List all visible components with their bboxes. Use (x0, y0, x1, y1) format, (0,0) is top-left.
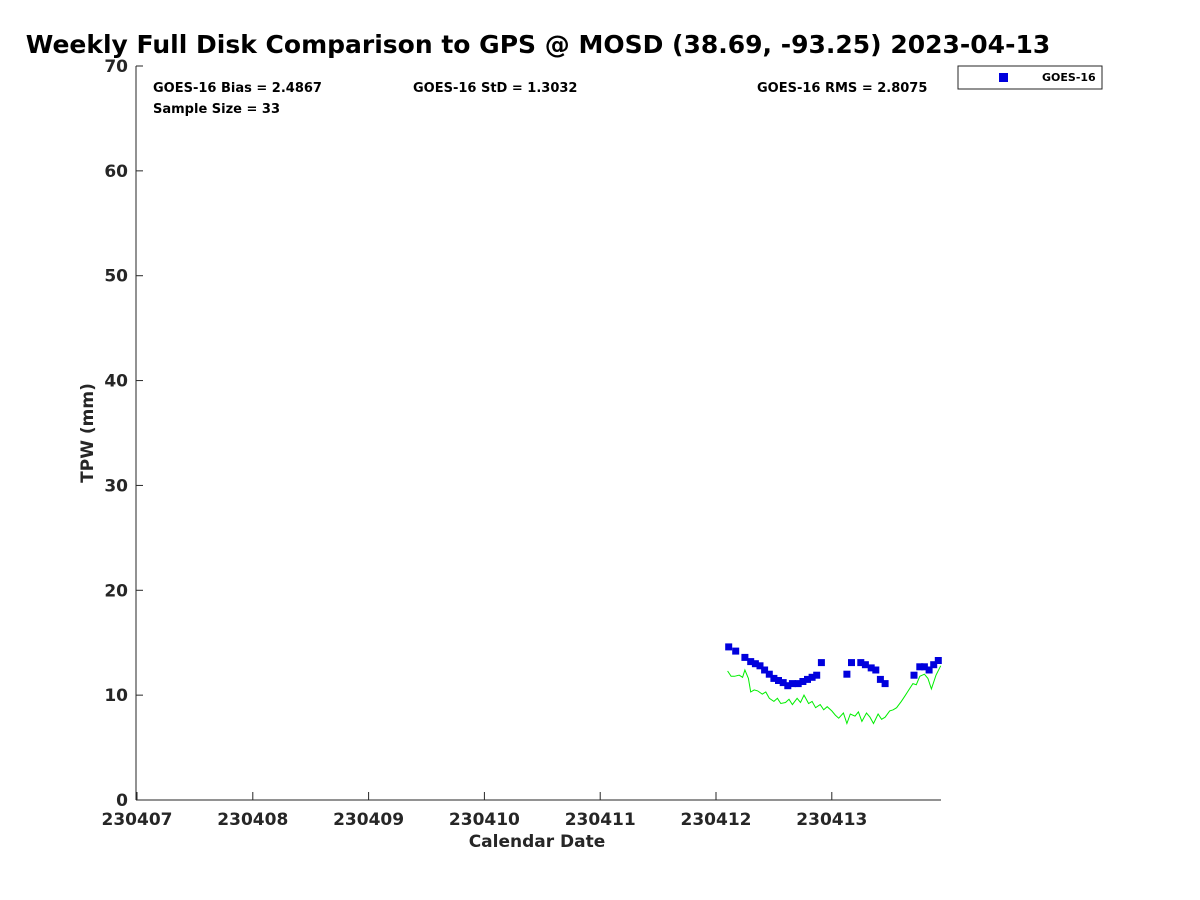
x-axis-ticks: 230407 230408 230409 230410 230411 230412 2304… (102, 792, 867, 830)
y-tick-label: 40 (104, 372, 128, 392)
goes16-point (916, 663, 924, 671)
goes16-point (761, 666, 769, 674)
gps-series (727, 665, 942, 726)
goes16-point (784, 682, 792, 690)
goes16-point (872, 666, 880, 674)
chart-title: Weekly Full Disk Comparison to GPS @ MOS… (26, 30, 1050, 59)
goes16-point (925, 666, 933, 674)
goes16-point (881, 680, 889, 688)
goes16-point (725, 643, 733, 651)
legend: GOES-16 (957, 65, 1103, 90)
goes16-point (741, 653, 749, 661)
goes16-point (808, 673, 816, 681)
goes16-point (817, 659, 825, 667)
std-stat: GOES-16 StD = 1.3032 (413, 81, 577, 96)
goes16-point (843, 670, 851, 678)
goes16-point (813, 671, 821, 679)
y-axis-ticks: 0 10 20 30 40 50 60 70 (104, 57, 143, 811)
y-tick-label: 60 (104, 162, 128, 182)
goes16-point (794, 680, 802, 688)
x-tick-label: 230411 (565, 810, 636, 830)
goes16-point (848, 659, 855, 667)
rms-stat: GOES-16 RMS = 2.8075 (757, 81, 927, 96)
goes16-point (876, 675, 884, 683)
y-tick-label: 30 (104, 476, 128, 496)
x-tick-label: 230413 (796, 810, 867, 830)
goes16-point (934, 657, 942, 664)
goes16-point (857, 659, 865, 667)
legend-marker-goes16 (999, 73, 1008, 82)
goes16-point (732, 647, 740, 655)
x-tick-label: 230412 (681, 810, 752, 830)
x-tick-label: 230408 (217, 810, 288, 830)
goes16-point (867, 664, 875, 672)
plot-area (136, 66, 941, 800)
y-tick-label: 10 (104, 686, 128, 706)
goes16-point (765, 670, 773, 678)
bias-stat: GOES-16 Bias = 2.4867 (153, 81, 322, 96)
y-axis-label: TPW (mm) (78, 383, 98, 483)
goes16-point (910, 671, 918, 679)
goes16-point (788, 680, 796, 688)
goes16-point (779, 679, 787, 687)
goes16-point (861, 661, 869, 669)
legend-box (957, 65, 1103, 90)
legend-label-goes16: GOES-16 (1042, 71, 1096, 84)
goes16-point (920, 663, 928, 671)
y-tick-label: 0 (116, 791, 128, 811)
y-tick-label: 50 (104, 267, 128, 287)
goes16-point (751, 660, 759, 668)
goes16-point (799, 678, 807, 685)
goes16-point (804, 675, 811, 683)
sample-size-stat: Sample Size = 33 (153, 102, 280, 117)
x-tick-label: 230409 (333, 810, 404, 830)
goes16-point (930, 661, 938, 669)
x-tick-label: 230410 (449, 810, 520, 830)
x-axis-label: Calendar Date (469, 832, 606, 852)
goes16-point (775, 677, 782, 684)
goes16-point (756, 662, 764, 670)
gps-line (727, 665, 942, 726)
y-tick-label: 20 (104, 581, 128, 601)
y-tick-label: 70 (104, 57, 128, 77)
goes16-point (747, 658, 755, 666)
goes16-point (770, 674, 778, 682)
x-tick-label: 230407 (102, 810, 173, 830)
goes16-series (725, 643, 942, 690)
